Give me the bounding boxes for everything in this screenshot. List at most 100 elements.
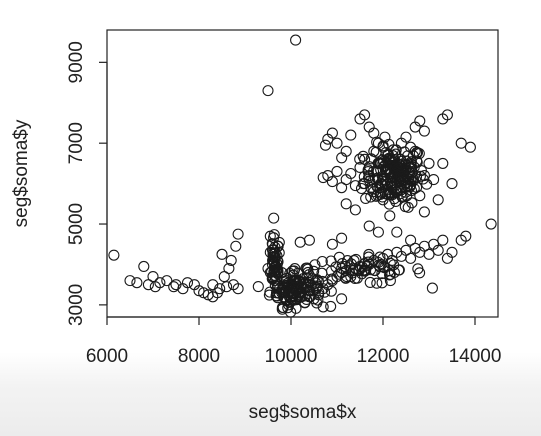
data-point	[485, 218, 497, 230]
data-point	[345, 129, 357, 141]
data-point	[372, 226, 384, 238]
data-point	[363, 251, 375, 263]
x-tick-label: 8000	[178, 346, 220, 367]
data-point	[405, 234, 417, 246]
data-point	[181, 277, 194, 289]
data-point	[414, 170, 426, 182]
data-point	[326, 238, 338, 250]
data-point	[286, 265, 298, 277]
data-point	[223, 262, 235, 275]
data-point	[353, 264, 365, 276]
data-point	[375, 164, 387, 176]
data-point	[269, 270, 281, 282]
data-point	[252, 281, 264, 293]
data-point	[345, 167, 357, 180]
data-point	[161, 275, 173, 287]
data-point	[269, 247, 281, 260]
data-point	[423, 248, 435, 260]
data-point	[271, 254, 283, 266]
data-point	[428, 174, 440, 186]
data-point	[362, 164, 374, 176]
data-point	[355, 182, 368, 195]
x-axis-label: seg$soma$x	[249, 402, 357, 423]
data-point	[326, 127, 338, 139]
data-point	[138, 260, 150, 273]
data-point	[336, 262, 348, 274]
x-tick-label: 14000	[449, 346, 502, 367]
data-point	[393, 264, 405, 276]
data-point	[418, 125, 430, 137]
data-point	[414, 115, 426, 127]
y-axis: 3000 5000 7000 9000	[66, 41, 108, 326]
data-point	[287, 269, 299, 281]
data-point	[349, 204, 361, 216]
data-point	[460, 230, 472, 242]
data-point	[363, 220, 375, 232]
data-point	[412, 263, 424, 275]
data-point	[276, 303, 288, 315]
data-point	[290, 34, 302, 46]
data-point	[364, 276, 376, 288]
data-point	[418, 206, 430, 218]
data-point	[108, 249, 120, 261]
data-point	[214, 283, 226, 295]
data-point	[396, 190, 408, 202]
data-point	[294, 236, 306, 248]
data-point	[326, 176, 338, 188]
y-tick-label: 9000	[66, 41, 87, 83]
data-point	[365, 264, 377, 276]
x-axis: 6000 8000 10000 12000 14000	[86, 316, 502, 367]
data-point	[284, 286, 296, 298]
data-point	[405, 252, 417, 264]
data-point	[290, 277, 302, 289]
data-point	[389, 162, 401, 174]
data-point	[325, 285, 337, 297]
data-point	[399, 174, 411, 186]
data-point	[331, 165, 343, 178]
data-point	[391, 160, 403, 172]
data-point	[336, 293, 348, 305]
data-point	[271, 282, 283, 294]
data-point	[360, 192, 372, 205]
data-point	[432, 194, 444, 206]
data-point	[371, 189, 384, 201]
data-point	[390, 184, 402, 196]
data-point	[379, 131, 391, 143]
data-point	[317, 301, 329, 313]
y-tick-label: 5000	[66, 203, 87, 245]
data-point	[405, 175, 417, 187]
data-point	[377, 140, 389, 152]
data-point	[232, 228, 244, 240]
data-point	[384, 210, 396, 222]
data-point	[221, 281, 233, 293]
points-layer	[108, 34, 497, 318]
data-point	[216, 248, 228, 260]
data-point	[405, 178, 417, 190]
data-point	[307, 273, 319, 285]
data-point	[268, 212, 280, 224]
data-point	[359, 257, 371, 269]
data-point	[423, 157, 435, 169]
data-point	[375, 258, 387, 271]
data-point	[373, 157, 385, 169]
data-point	[350, 253, 362, 265]
data-point	[351, 272, 363, 284]
data-point	[271, 263, 283, 276]
data-point	[464, 141, 476, 153]
data-point	[232, 283, 244, 295]
data-point	[340, 198, 352, 210]
data-point	[372, 174, 385, 186]
data-point	[437, 157, 449, 169]
data-point	[395, 170, 407, 182]
y-axis-label: seg$soma$y	[11, 119, 32, 227]
data-point	[304, 291, 316, 303]
data-point	[124, 275, 136, 287]
data-point	[402, 201, 414, 213]
data-point	[371, 277, 383, 289]
data-point	[426, 282, 438, 294]
data-point	[446, 246, 458, 258]
data-point	[311, 297, 323, 309]
data-point	[336, 257, 348, 270]
